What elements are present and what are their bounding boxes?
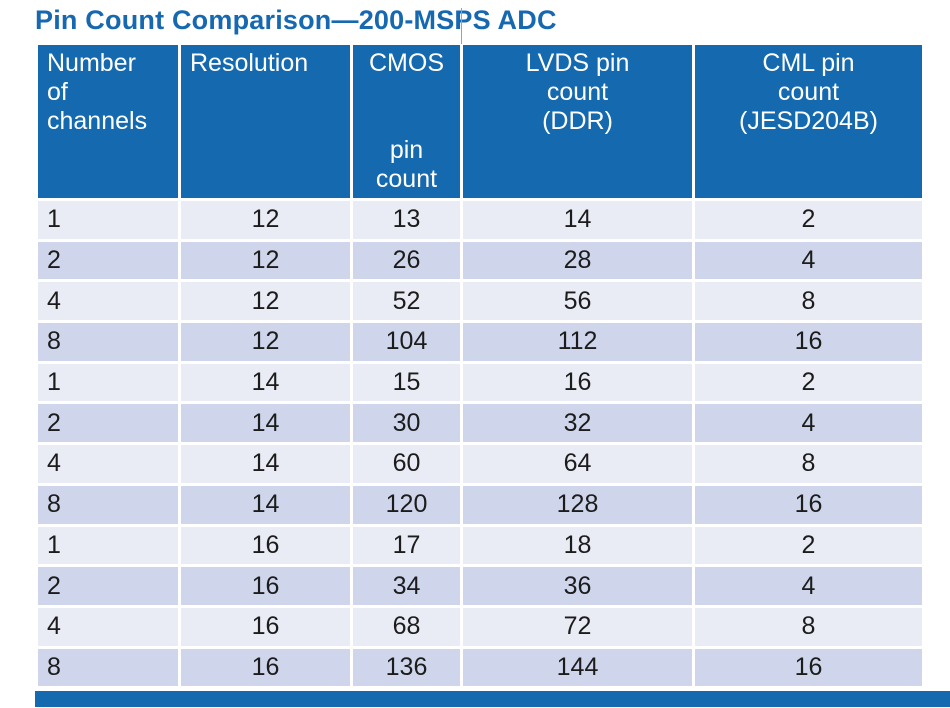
table-row: 8 14 120 128 16 (38, 485, 922, 524)
table-row: 1 12 13 14 2 (38, 201, 922, 239)
table-cell: 14 (463, 201, 692, 239)
table-cell: 144 (463, 648, 692, 687)
table-cell: 8 (38, 485, 178, 524)
table-cell: 14 (181, 404, 350, 443)
table-cell: 2 (38, 404, 178, 443)
table-cell: 4 (695, 567, 922, 605)
table-cell: 8 (38, 648, 178, 687)
header-cell-2: CMOS pin count (353, 45, 460, 198)
header-cell-3: LVDS pin count (DDR) (463, 45, 692, 198)
table-cell: 30 (353, 404, 460, 443)
table-cell: 17 (353, 526, 460, 565)
table-cell: 4 (695, 241, 922, 280)
table-row: 1 16 17 18 2 (38, 526, 922, 565)
table-cell: 136 (353, 648, 460, 687)
table-cell: 2 (38, 241, 178, 280)
table-cell: 36 (463, 567, 692, 605)
table-cell: 1 (38, 526, 178, 565)
table-row: 2 16 34 36 4 (38, 567, 922, 605)
table-cell: 16 (695, 323, 922, 361)
bottom-accent-bar (35, 691, 950, 707)
table-row: 4 16 68 72 8 (38, 607, 922, 646)
table-cell: 120 (353, 485, 460, 524)
table-cell: 14 (181, 363, 350, 402)
table-cell: 16 (463, 363, 692, 402)
table-cell: 56 (463, 282, 692, 321)
table-cell: 16 (695, 648, 922, 687)
table-cell: 8 (695, 445, 922, 483)
table-cell: 15 (353, 363, 460, 402)
table-row: 4 14 60 64 8 (38, 445, 922, 483)
table-cell: 60 (353, 445, 460, 483)
table-cell: 2 (695, 201, 922, 239)
table-row: 4 12 52 56 8 (38, 282, 922, 321)
table-cell: 12 (181, 201, 350, 239)
table-row: 1 14 15 16 2 (38, 363, 922, 402)
table-cell: 14 (181, 485, 350, 524)
header-cell-4: CML pin count (JESD204B) (695, 45, 922, 198)
table-cell: 2 (695, 363, 922, 402)
table-cell: 12 (181, 282, 350, 321)
table-cell: 1 (38, 201, 178, 239)
table-cell: 16 (181, 526, 350, 565)
table-row: 8 12 104 112 16 (38, 323, 922, 361)
table-cell: 12 (181, 323, 350, 361)
table-cell: 2 (695, 526, 922, 565)
table-cell: 52 (353, 282, 460, 321)
table-cell: 16 (181, 648, 350, 687)
text-cursor-line (461, 8, 462, 44)
table-cell: 4 (38, 445, 178, 483)
table-cell: 26 (353, 241, 460, 280)
table-cell: 32 (463, 404, 692, 443)
table-cell: 4 (38, 607, 178, 646)
table-cell: 16 (695, 485, 922, 524)
table-cell: 4 (38, 282, 178, 321)
table-cell: 34 (353, 567, 460, 605)
header-cell-1: Resolution (181, 45, 350, 198)
table-row: 2 14 30 32 4 (38, 404, 922, 443)
table-cell: 28 (463, 241, 692, 280)
table-cell: 1 (38, 363, 178, 402)
table-row: 2 12 26 28 4 (38, 241, 922, 280)
table-cell: 112 (463, 323, 692, 361)
table-cell: 72 (463, 607, 692, 646)
table-cell: 8 (38, 323, 178, 361)
table-cell: 68 (353, 607, 460, 646)
table-cell: 8 (695, 282, 922, 321)
page-title: Pin Count Comparison—200-MSPS ADC (35, 5, 557, 35)
table-cell: 16 (181, 607, 350, 646)
header-cell-0: Number of channels (38, 45, 178, 198)
table-cell: 12 (181, 241, 350, 280)
table-cell: 16 (181, 567, 350, 605)
table-cell: 64 (463, 445, 692, 483)
table-cell: 18 (463, 526, 692, 565)
table-row: 8 16 136 144 16 (38, 648, 922, 687)
table-body: 1 12 13 14 2 2 12 26 28 4 4 12 52 56 8 8 12 104 112 16 1 14 15… (38, 201, 922, 687)
table-cell: 8 (695, 607, 922, 646)
table-cell: 13 (353, 201, 460, 239)
table-cell: 2 (38, 567, 178, 605)
table-cell: 4 (695, 404, 922, 443)
table-cell: 14 (181, 445, 350, 483)
table-cell: 104 (353, 323, 460, 361)
pin-count-table: Number of channels Resolution CMOS pin cou… (35, 42, 925, 689)
header-row: Number of channels Resolution CMOS pin cou… (38, 45, 922, 198)
table-cell: 128 (463, 485, 692, 524)
